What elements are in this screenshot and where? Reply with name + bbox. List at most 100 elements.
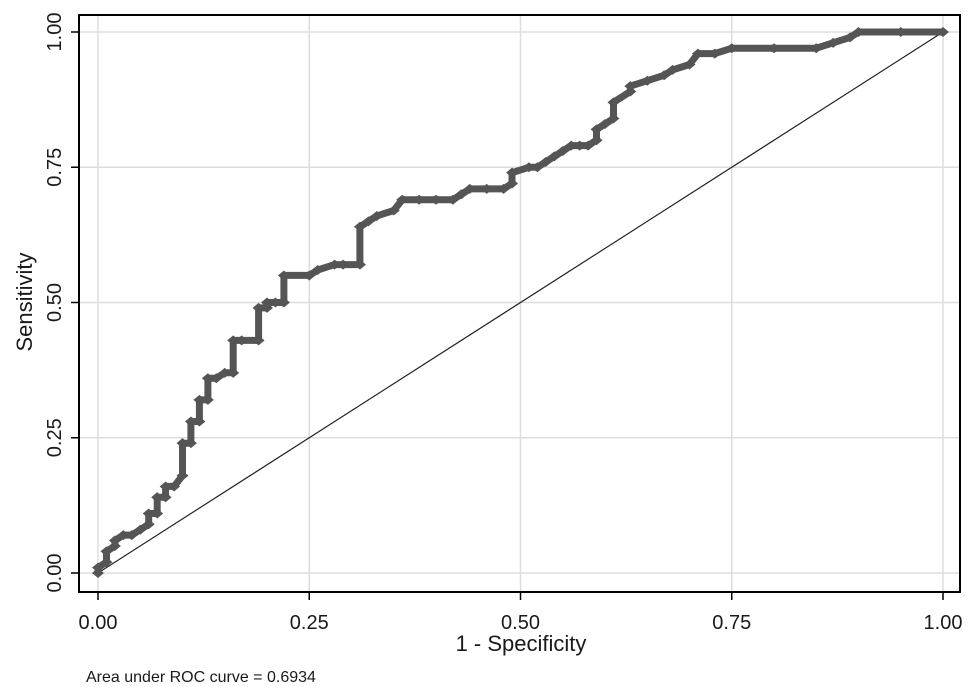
reference-line-group <box>97 31 944 574</box>
roc-point <box>810 43 823 54</box>
roc-point <box>396 194 409 205</box>
roc-point <box>100 557 113 568</box>
y-tick-label: 0.75 <box>44 148 66 187</box>
roc-point <box>624 86 637 97</box>
roc-point <box>176 470 189 481</box>
auc-note: Area under ROC curve = 0.6934 <box>86 669 316 686</box>
x-tick-label: 0.75 <box>712 612 751 634</box>
plot-frame <box>78 14 961 593</box>
roc-point <box>708 48 721 59</box>
roc-point <box>151 492 164 503</box>
roc-point <box>624 81 637 92</box>
roc-point <box>683 59 696 70</box>
roc-point <box>201 373 214 384</box>
roc-point <box>151 508 164 519</box>
roc-point <box>337 259 350 270</box>
reference-diagonal-line <box>97 31 944 574</box>
roc-point <box>193 394 206 405</box>
roc-point <box>691 48 704 59</box>
roc-point <box>565 140 578 151</box>
roc-point <box>480 183 493 194</box>
roc-point <box>827 37 840 48</box>
roc-point <box>142 508 155 519</box>
roc-point <box>362 216 375 227</box>
roc-point <box>522 162 535 173</box>
roc-point <box>531 162 544 173</box>
roc-point <box>937 27 949 37</box>
roc-point <box>108 540 121 551</box>
roc-point <box>252 335 265 346</box>
roc-point <box>539 156 552 167</box>
roc-point <box>446 194 459 205</box>
roc-point <box>159 481 172 492</box>
roc-point <box>455 189 468 200</box>
roc-point <box>768 43 780 54</box>
roc-point <box>506 167 519 178</box>
y-tick-label: 0.50 <box>44 283 66 322</box>
roc-point <box>100 546 113 557</box>
roc-point <box>463 183 476 194</box>
roc-point <box>413 194 426 205</box>
roc-point <box>599 118 611 129</box>
y-tick-label: 1.00 <box>44 13 66 52</box>
roc-point <box>387 205 400 216</box>
roc-point <box>269 297 282 308</box>
roc-point <box>92 562 104 573</box>
roc-point <box>159 492 172 503</box>
roc-point <box>92 568 104 578</box>
roc-point <box>227 335 240 346</box>
y-tick-label: 0.25 <box>44 418 66 457</box>
roc-point <box>277 297 290 308</box>
roc-point <box>277 270 290 281</box>
roc-point <box>590 124 603 135</box>
roc-point <box>261 297 273 308</box>
x-axis-title: 1 - Specificity <box>456 631 587 656</box>
roc-point <box>430 194 442 205</box>
roc-point <box>303 270 316 281</box>
roc-point <box>184 438 197 449</box>
roc-point <box>134 524 147 535</box>
roc-point <box>353 221 366 232</box>
roc-point <box>556 146 569 157</box>
roc-point <box>210 373 223 384</box>
roc-point <box>125 530 138 541</box>
roc-point <box>666 64 679 75</box>
roc-point <box>852 27 865 37</box>
roc-point <box>261 302 273 313</box>
x-tick-label: 0.00 <box>79 612 118 634</box>
roc-point <box>590 135 603 146</box>
y-axis-title: Sensitivity <box>12 252 37 351</box>
roc-point <box>658 70 671 81</box>
roc-point <box>227 367 240 378</box>
roc-point <box>252 302 265 313</box>
roc-point <box>506 178 519 189</box>
y-tick-label: 0.00 <box>44 554 66 593</box>
roc-point <box>184 416 197 427</box>
roc-point <box>844 32 857 43</box>
roc-point <box>142 519 155 530</box>
roc-point <box>497 183 510 194</box>
roc-point <box>311 265 324 276</box>
y-tick-labels: 0.00 0.25 0.50 0.75 1.00 <box>44 13 79 593</box>
roc-point <box>218 367 231 378</box>
x-tick-label: 0.25 <box>290 612 329 634</box>
roc-point <box>201 394 214 405</box>
roc-point <box>641 75 654 86</box>
roc-point <box>117 530 130 541</box>
roc-point <box>168 481 181 492</box>
roc-point <box>725 43 738 54</box>
roc-point <box>607 97 620 108</box>
roc-point <box>328 259 341 270</box>
roc-point <box>235 335 248 346</box>
x-tick-label: 0.50 <box>501 612 540 634</box>
roc-point <box>176 438 189 449</box>
roc-point <box>894 27 907 37</box>
roc-point <box>353 259 366 270</box>
roc-curve-group <box>92 27 949 578</box>
roc-point <box>582 140 595 151</box>
x-tick-label: 1.00 <box>924 612 963 634</box>
roc-point <box>193 416 206 427</box>
roc-point <box>548 151 561 162</box>
